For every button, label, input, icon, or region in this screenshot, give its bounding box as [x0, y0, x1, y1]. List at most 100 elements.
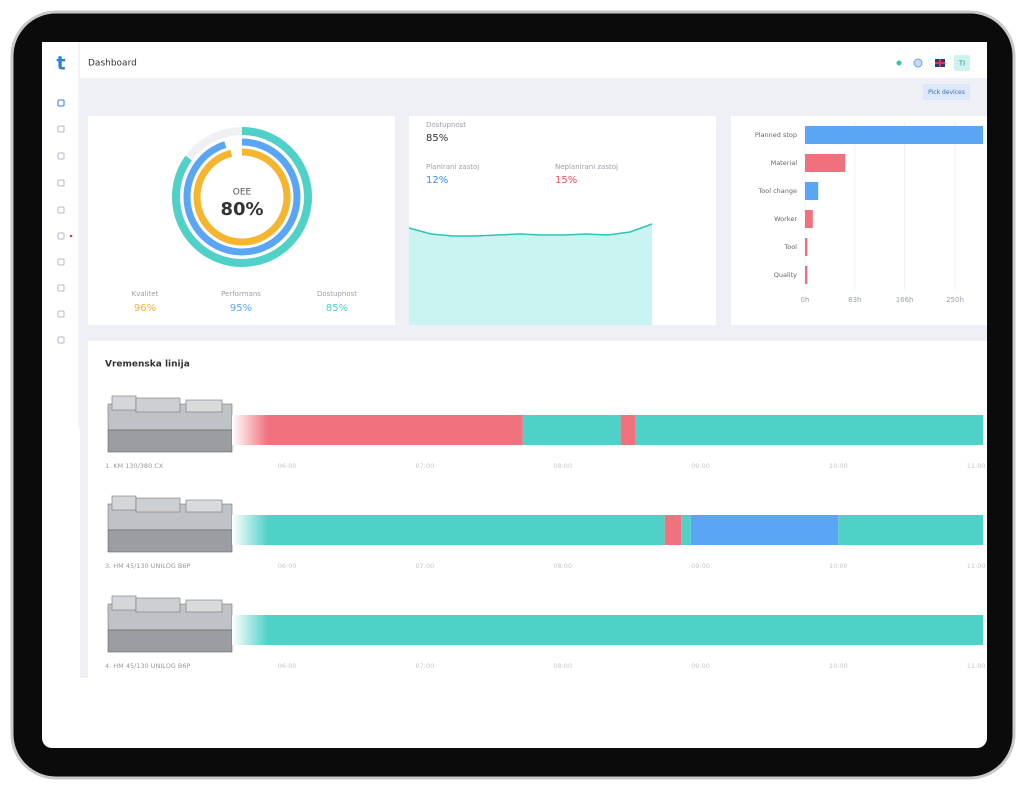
- ring-arc: [183, 138, 301, 256]
- timeline-fade: [232, 415, 268, 445]
- metric-value: 85%: [326, 303, 348, 314]
- metric-label: Performans: [221, 290, 261, 298]
- nav-icon[interactable]: [57, 152, 65, 160]
- x-tick-label: 0h: [801, 296, 810, 304]
- bar: [805, 238, 808, 256]
- machine-clamp: [185, 499, 223, 513]
- bar: [805, 210, 813, 228]
- nav-icon[interactable]: [57, 336, 65, 344]
- time-tick-label: 11:00: [967, 562, 986, 570]
- category-label: Tool: [783, 243, 797, 251]
- oee-panel: [88, 116, 395, 325]
- machine-clamp: [185, 599, 223, 613]
- time-tick-label: 06:00: [278, 662, 297, 670]
- stops-plot: [804, 122, 983, 290]
- category-label: Worker: [774, 215, 797, 223]
- ring-arc: [172, 127, 312, 267]
- machine-image: [107, 395, 233, 453]
- nav-icon[interactable]: [57, 284, 65, 292]
- machine-hopper: [111, 395, 137, 411]
- app: t Dashboard TI Pick devices Vremenska li…: [42, 42, 987, 681]
- machine-base: [107, 429, 233, 453]
- metric-label: Dostupnost: [317, 290, 357, 298]
- time-tick-label: 11:00: [967, 462, 986, 470]
- nav-icon[interactable]: [57, 179, 65, 187]
- time-tick-label: 07:00: [416, 662, 435, 670]
- machine-base: [107, 529, 233, 553]
- logo[interactable]: t: [56, 53, 65, 75]
- timeline-segment: [232, 415, 523, 445]
- unplanned-value: 15%: [555, 175, 577, 186]
- machine-base: [107, 629, 233, 653]
- unplanned-label: Neplanirani zastoj: [555, 163, 618, 171]
- category-label: Material: [771, 159, 798, 167]
- timeline-segment: [690, 515, 839, 545]
- nav-icon[interactable]: [57, 232, 65, 240]
- machine-name: 1. KM 130/380 CX: [105, 462, 164, 470]
- category-label: Planned stop: [755, 131, 797, 139]
- nav-icon[interactable]: [57, 258, 65, 266]
- ring-arc: [193, 148, 291, 246]
- machine-unit: [135, 497, 181, 513]
- flag-icon[interactable]: [935, 59, 945, 67]
- x-tick-label: 250h: [946, 296, 964, 304]
- avatar-initials[interactable]: TI: [958, 60, 965, 68]
- time-tick-label: 07:00: [416, 462, 435, 470]
- category-label: Tool change: [757, 187, 797, 195]
- timeline-segment: [232, 615, 983, 645]
- time-tick-label: 10:00: [829, 462, 848, 470]
- timeline-segment: [838, 515, 983, 545]
- metric-value: 95%: [230, 303, 252, 314]
- availability-label: Dostupnost: [426, 121, 466, 129]
- time-tick-label: 08:00: [553, 462, 572, 470]
- planned-value: 12%: [426, 175, 448, 186]
- machine-image: [107, 495, 233, 553]
- nav-icon[interactable]: [57, 206, 65, 214]
- machine-unit: [135, 597, 181, 613]
- machine-name: 3. HM 45/130 UNILOG B6P: [105, 562, 191, 570]
- bar: [805, 154, 846, 172]
- machine-hopper: [111, 495, 137, 511]
- pick-devices-label[interactable]: Pick devices: [928, 89, 965, 96]
- nav-alert-dot: [69, 234, 73, 238]
- machine-image: [107, 595, 233, 653]
- status-dot: [896, 60, 902, 66]
- nav-icon[interactable]: [57, 99, 65, 107]
- nav-icon[interactable]: [57, 310, 65, 318]
- stops-panel: [731, 116, 987, 325]
- timeline-segment: [664, 515, 682, 545]
- category-label: Quality: [774, 271, 797, 279]
- machine-clamp: [185, 399, 223, 413]
- availability-value: 85%: [426, 133, 448, 144]
- time-tick-label: 09:00: [691, 562, 710, 570]
- time-tick-label: 11:00: [967, 662, 986, 670]
- time-tick-label: 09:00: [691, 662, 710, 670]
- nav-icon[interactable]: [57, 125, 65, 133]
- trend-area: [409, 224, 652, 325]
- machine-name: 4. HM 45/130 UNILOG B6P: [105, 662, 191, 670]
- time-tick-label: 07:00: [416, 562, 435, 570]
- x-tick-label: 83h: [848, 296, 861, 304]
- timeline-segment: [681, 515, 691, 545]
- time-tick-label: 08:00: [553, 562, 572, 570]
- time-tick-label: 06:00: [278, 562, 297, 570]
- header: [80, 42, 987, 78]
- timeline-title: Vremenska linija: [105, 360, 190, 370]
- time-tick-label: 06:00: [278, 462, 297, 470]
- globe-icon[interactable]: [913, 58, 923, 68]
- metric-label: Kvalitet: [132, 290, 159, 298]
- avatar[interactable]: [954, 55, 970, 71]
- timeline-segment: [620, 415, 636, 445]
- timeline-fade: [232, 515, 268, 545]
- machine-unit: [135, 397, 181, 413]
- timeline-fade: [232, 615, 268, 645]
- timeline-segment: [522, 415, 621, 445]
- bar: [805, 182, 819, 200]
- machine-hopper: [111, 595, 137, 611]
- timeline-segment: [635, 415, 983, 445]
- time-tick-label: 09:00: [691, 462, 710, 470]
- planned-label: Planirani zastoj: [426, 163, 479, 171]
- pick-devices-button[interactable]: [923, 84, 970, 100]
